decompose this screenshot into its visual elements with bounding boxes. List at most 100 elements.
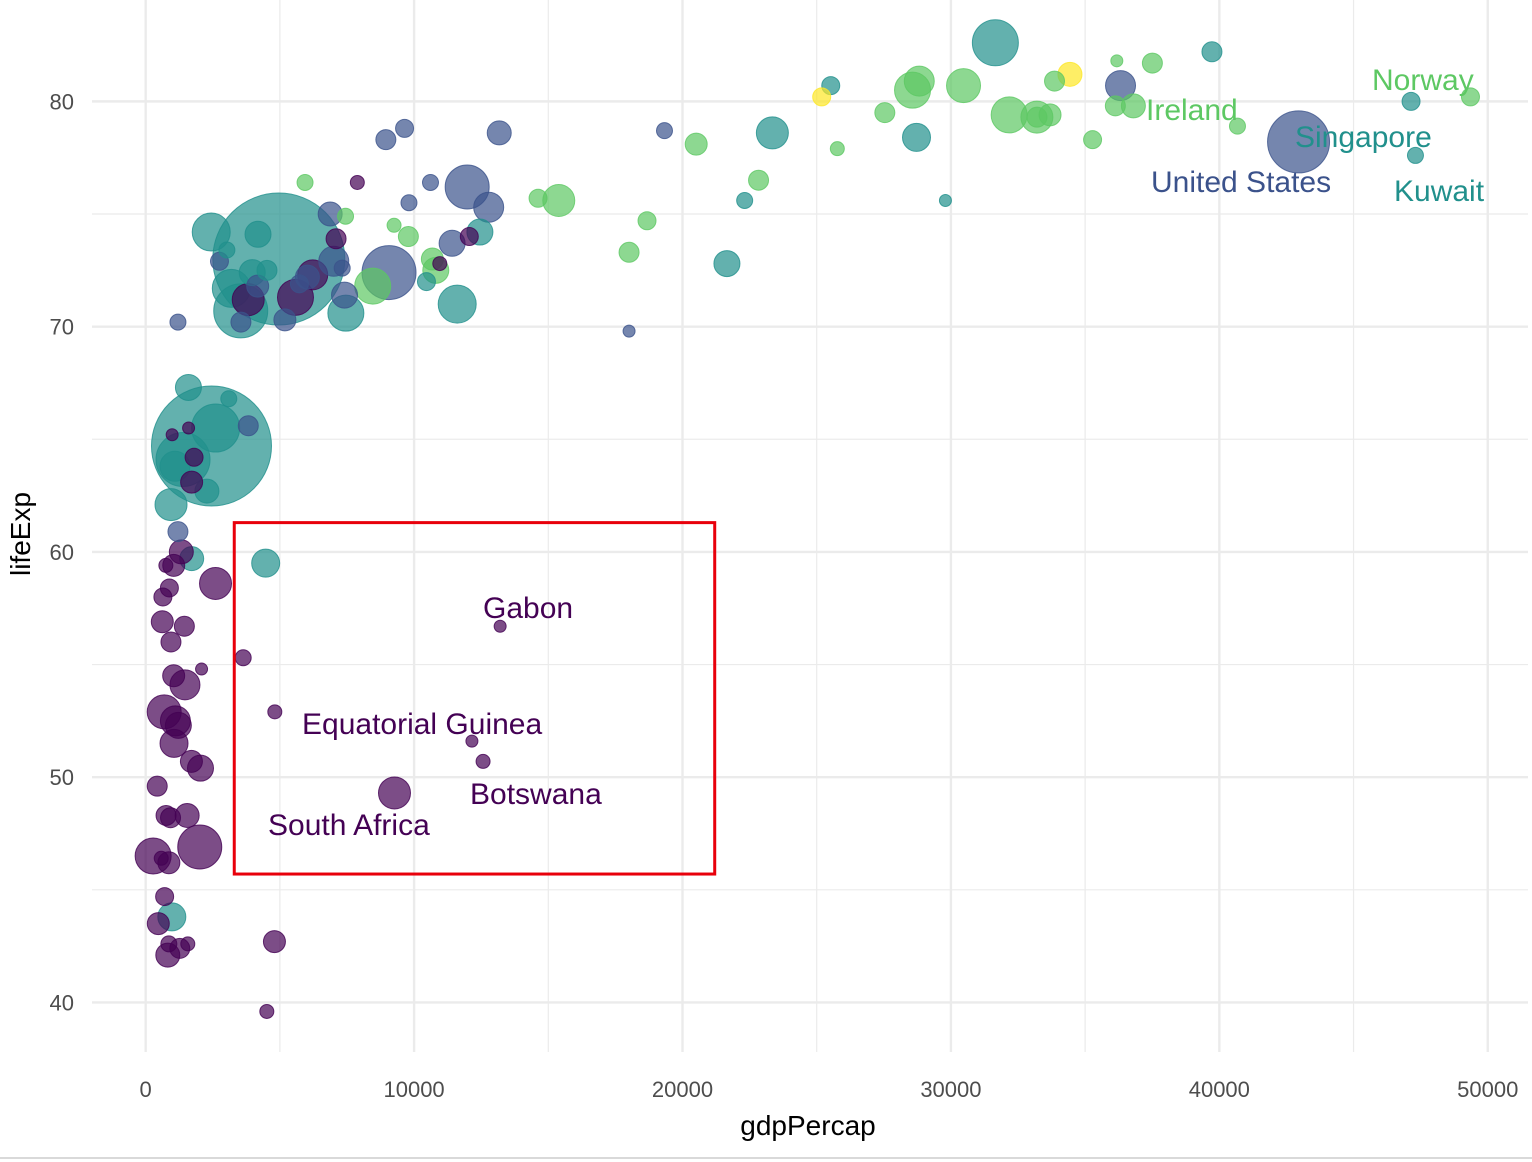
bubble-point: [938, 193, 952, 207]
bubble-point: [160, 807, 182, 829]
bubble-point: [655, 122, 673, 140]
bubble-point: [400, 194, 418, 212]
bubble-point: [748, 169, 770, 191]
bubble-point: [244, 220, 272, 248]
bubble-point: [903, 65, 935, 97]
bubble-point: [218, 241, 236, 259]
x-tick-label: 30000: [920, 1077, 981, 1102]
bubble-point: [542, 183, 576, 217]
bubble-point: [154, 488, 188, 522]
x-tick-label: 40000: [1189, 1077, 1250, 1102]
bubble-point: [237, 415, 259, 437]
country-label: Norway: [1372, 64, 1474, 97]
bubble-point: [150, 610, 174, 634]
bubble-point: [173, 615, 195, 637]
bubble-point: [256, 259, 278, 281]
bubble-point: [637, 211, 657, 231]
y-tick-label: 80: [50, 89, 74, 114]
bubble-point: [684, 132, 708, 156]
bubble-point: [874, 102, 896, 124]
bubble-point: [191, 403, 241, 453]
bubble-point: [230, 311, 252, 333]
bubble-point: [325, 228, 347, 250]
bubble-point: [162, 664, 186, 688]
bubble-point: [1141, 52, 1163, 74]
bubble-point: [251, 548, 281, 578]
bubble-point: [349, 174, 365, 190]
bubble-point: [220, 390, 238, 408]
bubble-point: [375, 129, 397, 151]
x-tick-label: 20000: [652, 1077, 713, 1102]
bubble-point: [1026, 106, 1048, 128]
bubble-point: [755, 116, 789, 150]
bubble-point: [421, 173, 439, 191]
bubble-point: [160, 935, 178, 953]
bubble-point: [459, 227, 479, 247]
bubble-point: [493, 619, 507, 633]
country-label: Botswana: [470, 778, 602, 811]
country-label: South Africa: [268, 809, 430, 842]
bubble-point: [164, 711, 192, 739]
bubble-point: [174, 373, 202, 401]
axis-layer: 0 10000 20000 30000 40000 50000 40 50 60 70 80: [50, 89, 1519, 1102]
bubble-point: [1228, 117, 1246, 135]
bubble-point: [528, 188, 548, 208]
bubble-point: [333, 259, 351, 277]
bubble-point: [475, 753, 491, 769]
country-label: Ireland: [1146, 94, 1238, 127]
y-tick-label: 60: [50, 540, 74, 565]
bubble-point: [432, 256, 448, 272]
bubble-point: [473, 191, 505, 223]
labels-layer: Norway Ireland Singapore United States Kuwai…: [268, 64, 1485, 842]
bubble-point: [180, 470, 204, 494]
bubble-point: [273, 308, 297, 332]
x-tick-label: 50000: [1457, 1077, 1518, 1102]
bubble-point: [1460, 87, 1480, 107]
bubble-point: [289, 274, 309, 294]
bubble-point: [158, 557, 174, 573]
bubble-point: [234, 649, 252, 667]
grid-layer: [92, 0, 1528, 1052]
country-label: Kuwait: [1394, 175, 1485, 208]
bubble-point: [946, 68, 982, 104]
country-label: Equatorial Guinea: [302, 708, 542, 741]
bubble-point: [331, 281, 359, 309]
bubble-point: [377, 776, 411, 810]
bubble-point: [180, 936, 196, 952]
country-label: United States: [1151, 166, 1331, 199]
bubble-point: [812, 87, 832, 107]
bubble-point: [622, 324, 636, 338]
bubble-point: [182, 421, 196, 435]
bubble-point: [397, 226, 419, 248]
bubble-point: [713, 250, 741, 278]
bubble-point: [146, 775, 168, 797]
bubble-point: [354, 267, 392, 305]
bubble-point: [386, 217, 402, 233]
bubble-point: [1267, 110, 1331, 174]
bubble-point: [167, 521, 189, 543]
bubble-point: [1083, 130, 1103, 150]
country-label: Singapore: [1295, 121, 1432, 154]
bubble-point: [829, 141, 845, 157]
bubble-point: [262, 930, 286, 954]
bubble-point: [179, 749, 203, 773]
x-tick-label: 10000: [383, 1077, 444, 1102]
bubble-point: [618, 241, 640, 263]
bubble-point: [159, 450, 191, 482]
highlight-layer: [232, 521, 717, 876]
bubble-point: [259, 1003, 275, 1019]
bottom-border: [0, 1157, 1532, 1159]
bubble-point: [146, 912, 170, 936]
y-tick-label: 70: [50, 315, 74, 340]
highlight-box: [232, 521, 717, 876]
bubble-point: [416, 272, 436, 292]
bubble-point: [1201, 41, 1223, 63]
bubble-point: [902, 122, 932, 152]
bubble-point: [177, 824, 223, 870]
bubble-point: [1044, 70, 1066, 92]
bubble-point: [191, 212, 231, 252]
bubble-point: [296, 173, 314, 191]
country-label: Gabon: [483, 592, 573, 625]
